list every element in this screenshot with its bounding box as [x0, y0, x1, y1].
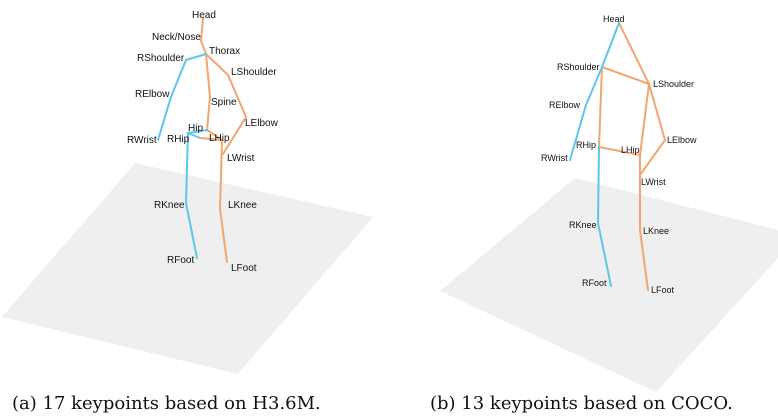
label-a-lfoot: LFoot	[231, 263, 257, 274]
label-b-lknee: LKnee	[643, 226, 669, 236]
label-b-rhip: RHip	[576, 140, 596, 150]
label-b-lshoulder: LShoulder	[653, 79, 694, 89]
label-a-rshoulder: RShoulder	[137, 53, 185, 64]
caption-a: (a) 17 keypoints based on H3.6M.	[12, 393, 321, 414]
label-b-lwrist: LWrist	[641, 177, 666, 187]
label-b-rknee: RKnee	[569, 220, 597, 230]
bone-b-rhip-rknee-rfoot	[596, 146, 612, 287]
label-a-rwrist: RWrist	[127, 135, 157, 146]
bone-a-rhip-lhip	[199, 137, 223, 141]
label-a-lhip: LHip	[209, 133, 230, 144]
label-a-lwrist: LWrist	[227, 153, 255, 164]
label-a-lknee: LKnee	[228, 200, 257, 211]
label-a-relbow: RElbow	[135, 89, 170, 100]
label-b-rshoulder: RShoulder	[557, 62, 600, 72]
bone-a-rhip-link	[187, 132, 201, 139]
label-a-rknee: RKnee	[154, 200, 185, 211]
bone-b-lshoulder-lhip	[639, 83, 650, 156]
label-a-rhip: RHip	[167, 134, 190, 145]
bone-b-rshoulder-rhip	[598, 66, 603, 148]
bone-b-head-lshoulder	[618, 22, 650, 85]
caption-b: (b) 13 keypoints based on COCO.	[430, 393, 733, 414]
label-a-lshoulder: LShoulder	[231, 67, 277, 78]
bone-b-lshoulder-lelbow-lwrist	[639, 83, 667, 176]
bone-b-rshoulder-relbow-rwrist	[569, 66, 603, 161]
bone-b-rshoulder-lshoulder	[601, 66, 650, 85]
bone-a-hip-rhip-rknee-rfoot	[184, 129, 208, 259]
label-b-rfoot: RFoot	[582, 278, 607, 288]
bone-a-thorax-spine-hip	[205, 53, 212, 131]
bone-b-rhip-lhip	[598, 146, 641, 156]
label-a-thorax: Thorax	[209, 46, 240, 57]
bone-a-thorax-rshoulder-relbow-rwrist	[157, 53, 207, 141]
bone-b-head-rshoulder	[601, 22, 620, 68]
bone-a-head-thorax	[199, 17, 207, 55]
label-b-lfoot: LFoot	[651, 285, 675, 295]
label-b-head: Head	[603, 14, 625, 24]
figure-b-skeleton: Head RShoulder LShoulder RElbow RHip LHi…	[440, 14, 778, 392]
label-b-lelbow: LElbow	[667, 135, 697, 145]
label-a-rfoot: RFoot	[167, 255, 194, 266]
floor-plane-b	[440, 178, 778, 392]
label-a-head: Head	[192, 10, 216, 21]
label-a-lelbow: LElbow	[245, 118, 279, 129]
bone-b-lhip-lknee-lfoot	[639, 154, 649, 291]
label-b-rwrist: RWrist	[541, 153, 568, 163]
floor-plane-a	[2, 163, 373, 374]
bone-a-hip-lhip-lknee-lfoot	[206, 129, 228, 263]
label-a-spine: Spine	[211, 97, 237, 108]
label-a-neck: Neck/Nose	[152, 32, 201, 43]
label-b-relbow: RElbow	[549, 100, 581, 110]
bone-a-thorax-lshoulder-lelbow-lwrist	[205, 53, 248, 155]
label-a-hip: Hip	[188, 123, 203, 134]
figure-a-skeleton: Head Neck/Nose Thorax RShoulder LShoulde…	[2, 10, 373, 374]
label-b-lhip: LHip	[621, 145, 640, 155]
